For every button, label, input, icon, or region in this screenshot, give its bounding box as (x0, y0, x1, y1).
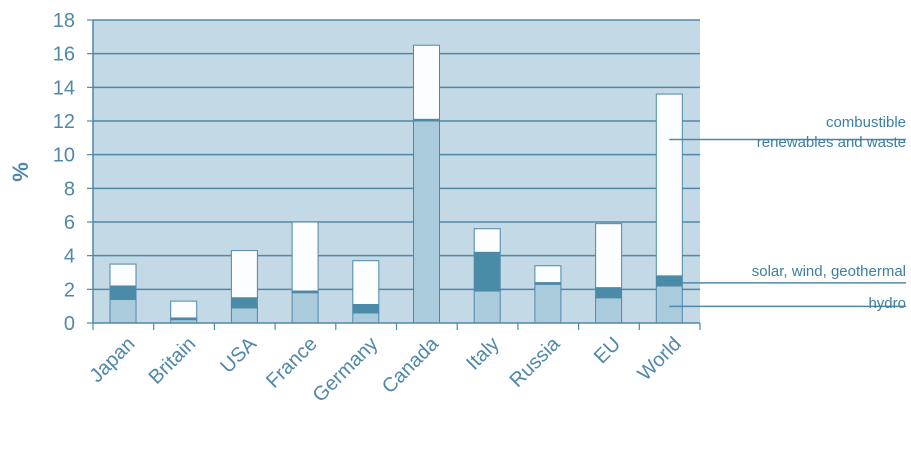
bar-russia-combustible (534, 265, 562, 284)
legend: combustible renewables and waste solar, wi… (669, 114, 906, 312)
legend-label-combustible: combustible (826, 114, 906, 131)
bar-canada-hydro (413, 120, 440, 324)
bar-germany-hydro (352, 312, 380, 324)
y-tick-label-18: 18 (53, 10, 75, 32)
x-tick-label-germany: Germany (309, 333, 383, 407)
bar-italy-solar (473, 251, 501, 292)
bar-britain-combustible (170, 300, 198, 319)
x-tick-label-italy: Italy (462, 333, 503, 374)
bar-italy-hydro (473, 290, 501, 324)
legend-label-combustible: renewables and waste (757, 134, 906, 151)
y-tick-label-10: 10 (53, 145, 75, 167)
bar-france-combustible (291, 221, 319, 292)
y-tick-label-6: 6 (64, 212, 75, 234)
y-tick-label-2: 2 (64, 279, 75, 301)
bar-eu-combustible (595, 223, 623, 289)
x-tick-label-eu: EU (590, 333, 625, 368)
axes (87, 19, 701, 330)
y-tick-label-0: 0 (64, 313, 75, 335)
legend-label-hydro: hydro (868, 295, 906, 312)
y-tick-label-16: 16 (53, 44, 75, 66)
bar-japan-hydro (109, 298, 137, 324)
x-tick-label-japan: Japan (85, 333, 139, 387)
bar-world-hydro (655, 285, 683, 324)
bar-usa-solar (230, 297, 258, 309)
bar-canada-combustible (413, 44, 440, 120)
bar-world-solar (655, 275, 683, 287)
bars (109, 44, 683, 324)
y-tick-label-4: 4 (64, 246, 75, 268)
x-tick-label-canada: Canada (378, 332, 444, 398)
bar-eu-hydro (595, 297, 623, 324)
y-axis-label: % (8, 162, 33, 182)
x-tick-label-usa: USA (216, 333, 261, 378)
bar-france-hydro (291, 292, 319, 324)
x-tick-label-russia: Russia (506, 332, 565, 391)
bar-germany-solar (352, 303, 380, 314)
gridlines (93, 19, 700, 291)
bar-japan-solar (109, 285, 137, 300)
x-tick-label-france: France (262, 333, 322, 393)
bar-world-combustible (655, 93, 683, 277)
y-tick-label-14: 14 (53, 77, 75, 99)
y-tick-label-12: 12 (53, 111, 75, 133)
bar-italy-combustible (473, 228, 501, 253)
bar-usa-combustible (230, 250, 258, 299)
bar-usa-hydro (230, 307, 258, 324)
bar-germany-combustible (352, 260, 380, 305)
bar-eu-solar (595, 287, 623, 299)
y-tick-labels: 0 2 4 6 8 10 12 14 16 18 (53, 10, 75, 335)
y-tick-label-8: 8 (64, 178, 75, 200)
bar-japan-combustible (109, 263, 137, 287)
legend-label-solar: solar, wind, geothermal (752, 263, 906, 280)
x-tick-label-world: World (634, 333, 686, 385)
x-tick-label-britain: Britain (145, 333, 201, 389)
bar-russia-hydro (534, 283, 562, 324)
